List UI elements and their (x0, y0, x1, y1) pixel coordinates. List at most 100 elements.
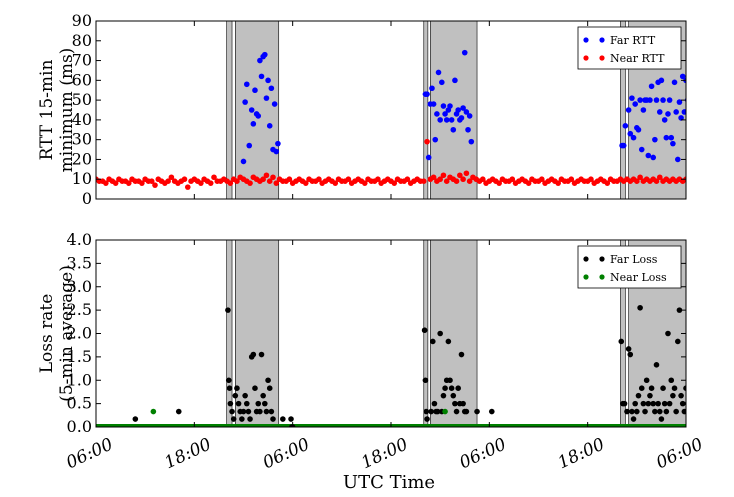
y-tick-label: 4.0 (67, 230, 92, 249)
data-point (460, 176, 466, 183)
y-tick-label: 0.5 (67, 394, 92, 413)
data-point (242, 99, 248, 105)
data-point (488, 408, 495, 415)
data-point (648, 83, 655, 90)
y-tick-label: 30 (72, 130, 92, 149)
rtt-shaded-interval (235, 21, 280, 199)
data-point (424, 416, 430, 422)
data-point (637, 304, 643, 311)
data-point (630, 416, 637, 422)
data-point (430, 174, 437, 181)
legend-marker (599, 256, 605, 262)
data-point (457, 172, 463, 179)
data-point (229, 408, 235, 415)
data-point (676, 99, 683, 105)
data-point (660, 97, 666, 103)
data-point (266, 385, 273, 391)
data-point (103, 180, 109, 186)
loss-shaded-interval (620, 240, 626, 427)
data-point (465, 126, 471, 133)
data-point (688, 385, 694, 391)
y-tick-label: 80 (72, 31, 92, 50)
data-point (429, 85, 435, 92)
data-point (629, 95, 635, 101)
y-axis-title-line: (5-min average) (57, 265, 77, 402)
data-point (635, 392, 642, 399)
rtt-shaded-interval (430, 21, 478, 199)
legend-label: Far RTT (610, 34, 656, 47)
loss-series-far-loss (132, 304, 699, 427)
data-point (679, 73, 686, 80)
data-point (447, 103, 453, 109)
data-point (693, 409, 699, 415)
data-point (288, 416, 294, 422)
data-point (125, 180, 132, 186)
data-point (442, 111, 448, 117)
data-point (270, 416, 276, 422)
data-point (675, 338, 681, 345)
rtt-series-far-rtt (240, 49, 686, 165)
data-point (391, 180, 398, 186)
data-point (258, 351, 265, 358)
data-point (450, 392, 457, 399)
data-point (424, 91, 430, 97)
data-point (622, 123, 629, 129)
data-point (668, 134, 675, 141)
x-tick-label: 06:00 (260, 434, 313, 473)
data-point (653, 97, 660, 103)
data-point (588, 176, 594, 183)
data-point (666, 97, 673, 103)
data-point (260, 392, 266, 399)
data-point (280, 416, 286, 422)
y-tick-label: 0.0 (67, 417, 92, 436)
data-point (650, 154, 657, 161)
data-point (345, 176, 352, 183)
data-point (629, 408, 635, 415)
data-point (207, 180, 214, 186)
data-point (468, 138, 475, 145)
data-point (232, 392, 239, 399)
data-point (665, 330, 671, 337)
y-axis-title-line: minimum (ms) (57, 48, 77, 173)
data-point (653, 362, 660, 368)
data-point (670, 392, 676, 399)
data-point (509, 176, 516, 183)
data-point (666, 400, 673, 407)
data-point (463, 109, 470, 115)
data-point (447, 377, 453, 384)
data-point (257, 408, 263, 415)
data-point (262, 51, 268, 58)
data-point (268, 408, 275, 415)
rtt-shaded-interval (423, 21, 429, 199)
data-point (226, 385, 233, 391)
data-point (653, 178, 660, 184)
data-point (234, 178, 240, 184)
x-tick-label: 18:00 (555, 434, 608, 473)
data-point (242, 392, 248, 399)
data-point (461, 49, 468, 56)
data-point (245, 408, 252, 415)
data-point (435, 69, 442, 76)
data-point (448, 385, 455, 391)
data-point (440, 103, 447, 109)
data-point (655, 400, 661, 407)
data-point (656, 109, 663, 115)
data-point (263, 408, 270, 415)
data-point (645, 400, 652, 407)
data-point (442, 408, 448, 415)
legend-marker (599, 55, 605, 61)
data-point (463, 408, 470, 415)
data-point (458, 351, 465, 358)
data-point (627, 130, 634, 137)
data-point (132, 416, 139, 422)
data-point (640, 400, 647, 407)
y-tick-label: 2.0 (67, 324, 92, 343)
rtt-shaded-interval (226, 21, 233, 199)
data-point (250, 351, 257, 358)
data-point (678, 115, 684, 121)
data-point (658, 416, 665, 422)
data-point (420, 178, 427, 184)
y-tick-label: 10 (72, 169, 92, 188)
data-point (453, 408, 460, 415)
data-point (440, 172, 447, 179)
